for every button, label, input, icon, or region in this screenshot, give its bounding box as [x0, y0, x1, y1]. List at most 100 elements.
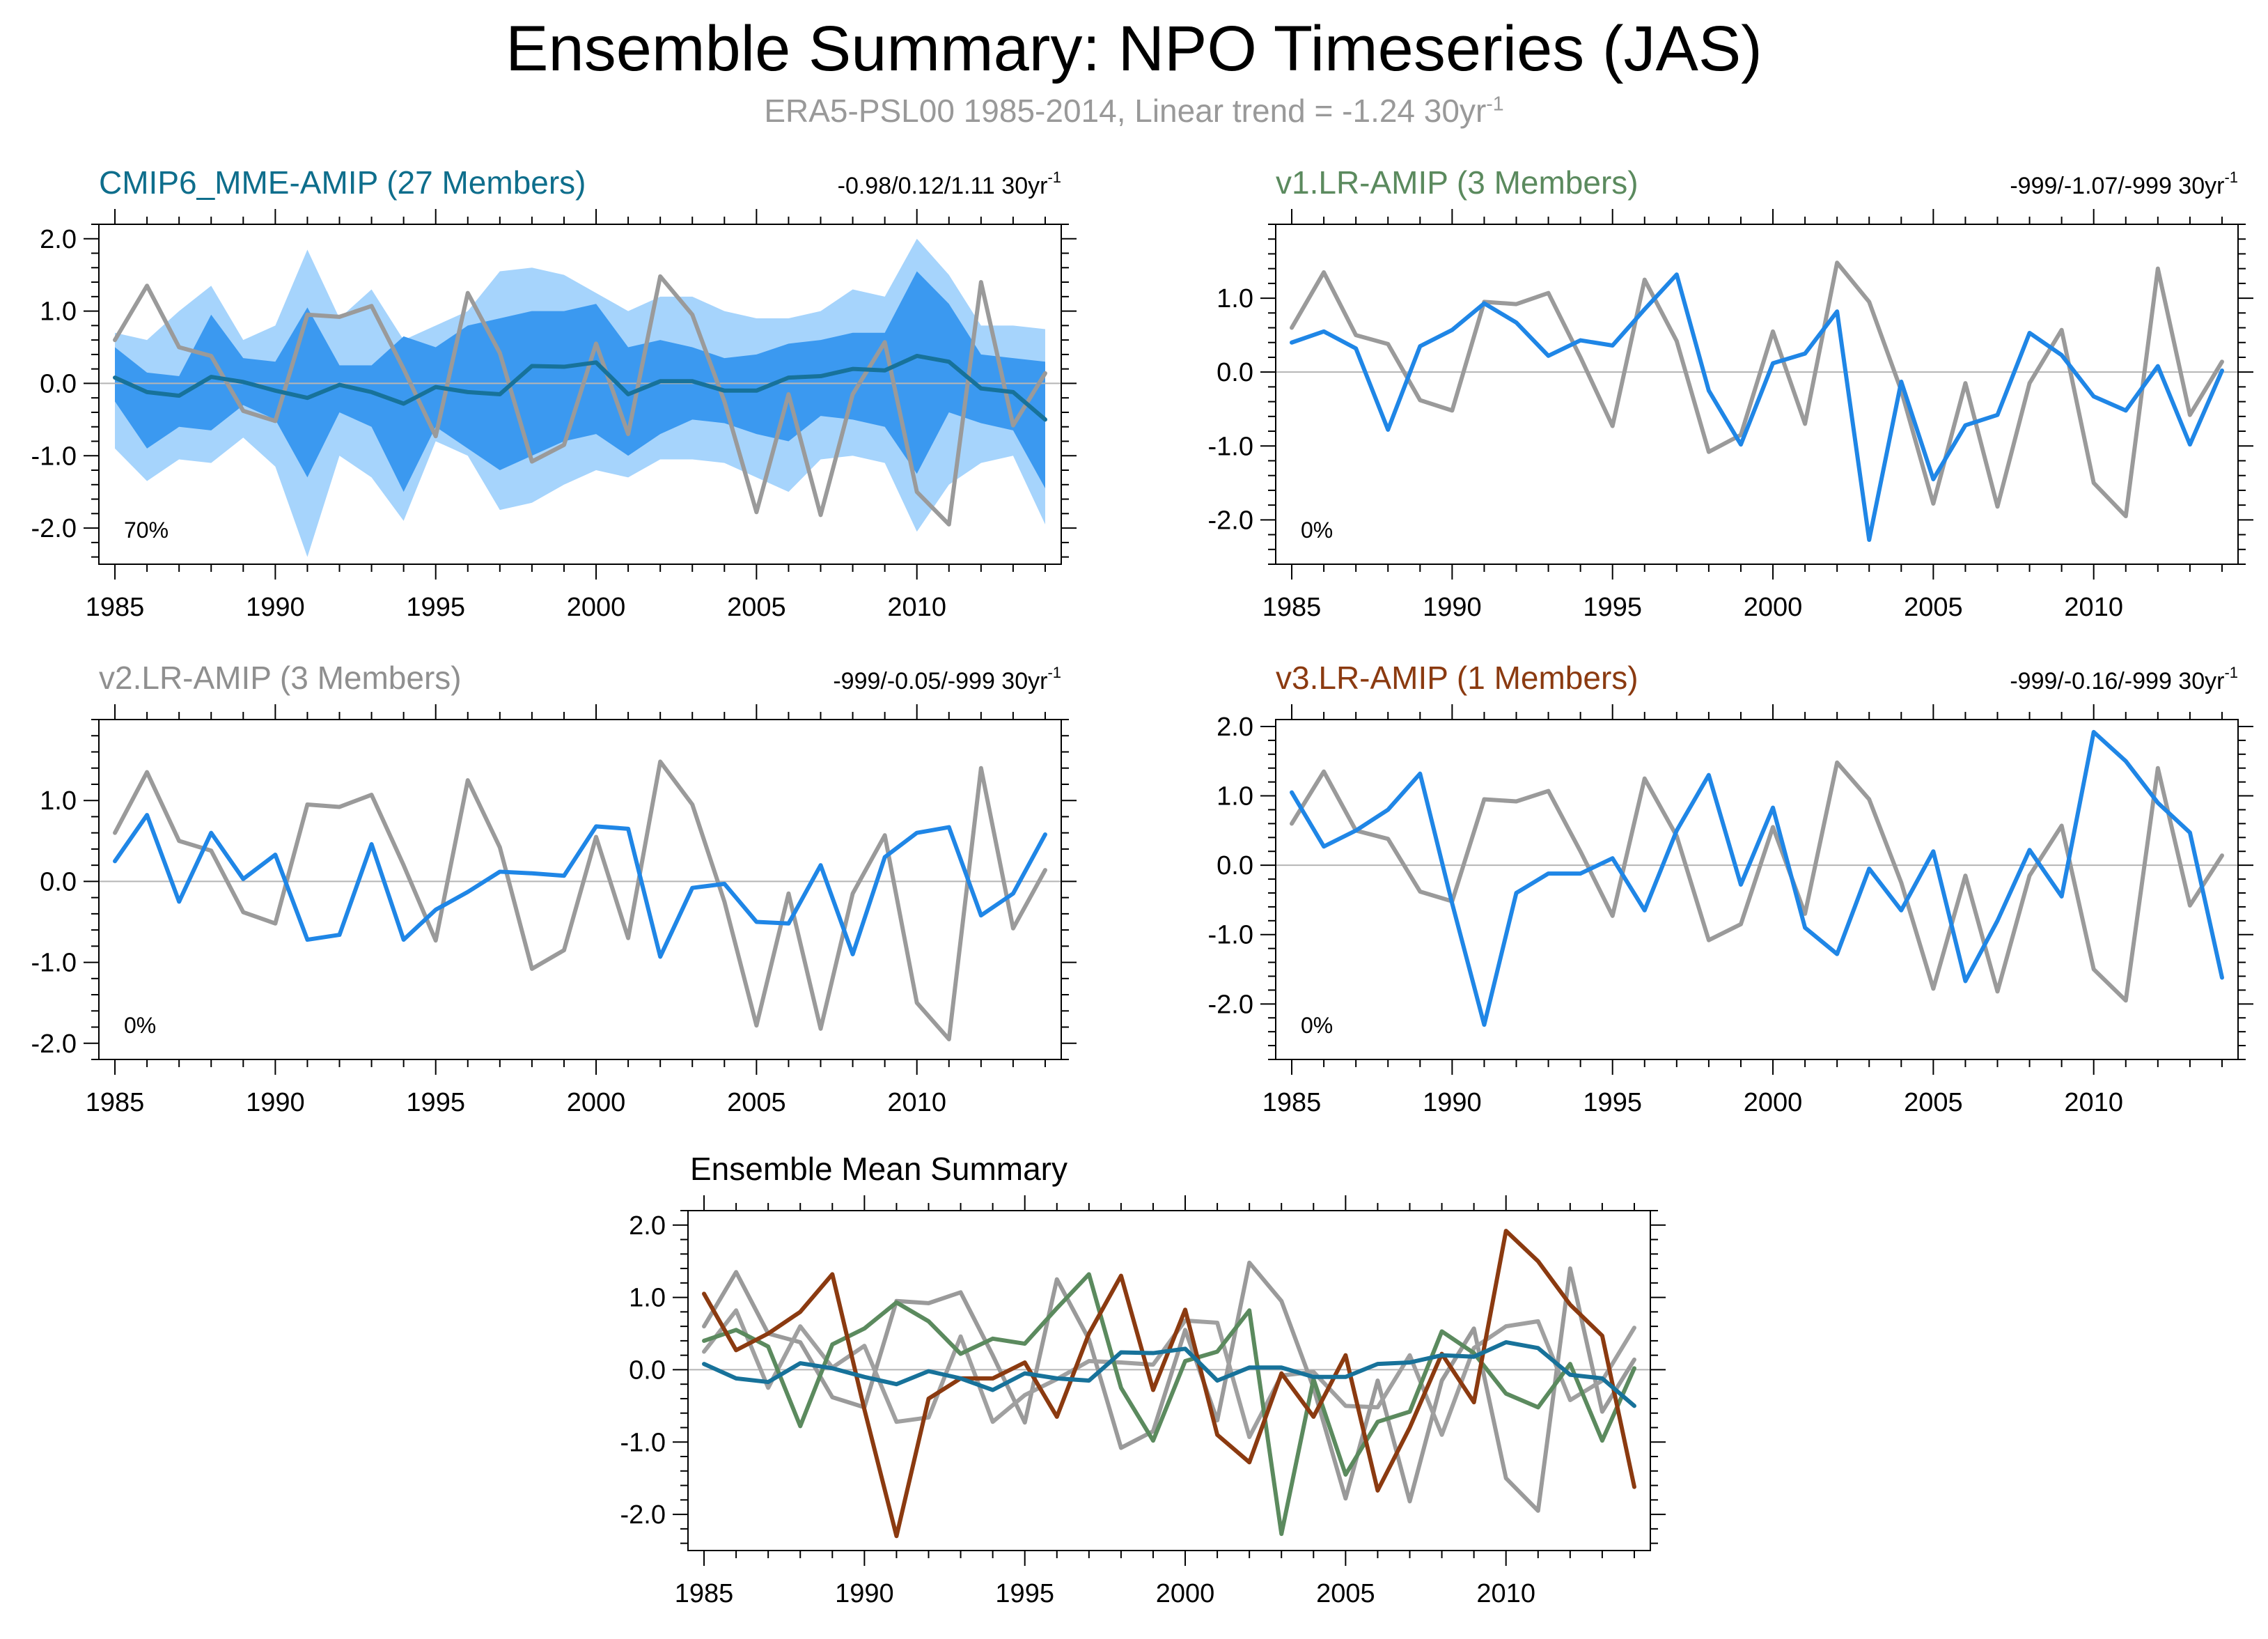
figure-subtitle: ERA5-PSL00 1985-2014, Linear trend = -1.… — [0, 92, 2268, 130]
x-tick-label: 1985 — [86, 593, 145, 622]
series-line-v2-lr-amip — [702, 1308, 1636, 1439]
subtitle-text: ERA5-PSL00 1985-2014, Linear trend = -1.… — [764, 93, 1487, 129]
y-tick-label: 2.0 — [40, 225, 77, 254]
y-tick-label: 1.0 — [1217, 782, 1253, 811]
trend-stat-exponent: -1 — [2224, 664, 2238, 681]
y-tick-label: 0.0 — [1217, 851, 1253, 880]
plot-area — [1276, 224, 2238, 564]
series-line-v2-lr-amip — [113, 813, 1047, 959]
panel-v3: 1985 1990 1995 2000 2005 2010 -2.0 -1.0 0.0 1.0 2.… — [1208, 660, 2253, 1117]
x-tick-label: 1990 — [835, 1579, 894, 1608]
x-tick-label: 2005 — [1904, 593, 1963, 622]
y-tick-label: 1.0 — [1217, 284, 1253, 313]
y-tick-label: -1.0 — [1208, 921, 1253, 950]
y-tick-label: -1.0 — [620, 1428, 666, 1457]
x-tick-label: 1995 — [406, 1088, 465, 1117]
percent-label: 0% — [1301, 518, 1333, 543]
panel-cmip6: 1985 1990 1995 2000 2005 2010 -2.0 -1.0 0.0 1.0 2.… — [31, 164, 1077, 622]
panel-title: CMIP6_MME-AMIP (27 Members) — [99, 164, 586, 201]
y-tick-label: -1.0 — [1208, 432, 1253, 461]
x-tick-label: 1985 — [1262, 593, 1322, 622]
series-line-v3-lr-amip — [1290, 729, 2224, 1027]
percent-label: 0% — [1301, 1013, 1333, 1038]
y-tick-label: -2.0 — [1208, 506, 1253, 535]
plot-frame — [98, 719, 1062, 1060]
x-tick-label: 2000 — [1744, 593, 1803, 622]
series-line-cmip6-mme-amip — [702, 1339, 1636, 1408]
x-tick-label: 1990 — [246, 1088, 305, 1117]
x-tick-label: 1995 — [1583, 593, 1642, 622]
x-tick-label: 1990 — [1423, 593, 1482, 622]
y-tick-label: 0.0 — [1217, 358, 1253, 387]
x-tick-label: 2010 — [2064, 593, 2123, 622]
y-tick-label: 1.0 — [629, 1284, 666, 1313]
x-tick-label: 2000 — [1744, 1088, 1803, 1117]
x-tick-label: 1985 — [1262, 1088, 1322, 1117]
panel-title: Ensemble Mean Summary — [690, 1151, 1067, 1187]
plot-frame — [98, 224, 1062, 565]
plot-frame — [1275, 224, 2239, 565]
x-tick-label: 2010 — [887, 593, 946, 622]
percent-label: 70% — [124, 518, 169, 543]
x-tick-label: 2005 — [1316, 1579, 1375, 1608]
trend-stat: -999/-0.05/-999 30yr-1 — [833, 664, 1061, 694]
series-line-v1-lr-amip — [702, 1272, 1636, 1537]
trend-stat: -999/-1.07/-999 30yr-1 — [2010, 169, 2238, 199]
y-tick-label: -2.0 — [31, 1030, 77, 1059]
spread-band-inner — [115, 271, 1045, 492]
subtitle-exponent: -1 — [1486, 93, 1504, 116]
x-tick-label: 1995 — [1583, 1088, 1642, 1117]
x-tick-label: 2000 — [567, 1088, 626, 1117]
panel-mean: 1985 1990 1995 2000 2005 2010 -2.0 -1.0 0.0 1.0 2.… — [620, 1151, 1666, 1608]
x-tick-label: 2005 — [727, 593, 786, 622]
x-tick-label: 1990 — [1423, 1088, 1482, 1117]
plot-frame — [687, 1210, 1651, 1551]
panel-v2: 1985 1990 1995 2000 2005 2010 -2.0 -1.0 0.0 1.0 v2… — [31, 660, 1077, 1117]
trend-stat-exponent: -1 — [1047, 664, 1061, 681]
x-tick-label: 1995 — [406, 593, 465, 622]
y-tick-label: 1.0 — [40, 297, 77, 327]
trend-stat: -999/-0.16/-999 30yr-1 — [2010, 664, 2238, 694]
trend-stat-exponent: -1 — [2224, 169, 2238, 186]
x-tick-label: 1990 — [246, 593, 305, 622]
trend-stat-exponent: -1 — [1047, 169, 1061, 186]
series-line-v1-lr-amip — [1290, 272, 2224, 542]
plot-frame — [1275, 719, 2239, 1060]
x-tick-label: 2000 — [1156, 1579, 1215, 1608]
y-tick-label: -2.0 — [1208, 990, 1253, 1019]
series-line-era5-psl00 — [1290, 760, 2224, 1003]
panel-title: v3.LR-AMIP (1 Members) — [1276, 660, 1639, 696]
x-tick-label: 2000 — [567, 593, 626, 622]
trend-stat-text: -999/-0.05/-999 30yr — [833, 668, 1047, 694]
trend-stat: -0.98/0.12/1.11 30yr-1 — [838, 169, 1061, 199]
x-tick-label: 1985 — [86, 1088, 145, 1117]
panel-title: v1.LR-AMIP (3 Members) — [1276, 164, 1639, 201]
x-tick-label: 2005 — [1904, 1088, 1963, 1117]
y-tick-label: -1.0 — [31, 949, 77, 978]
x-tick-label: 2010 — [1476, 1579, 1535, 1608]
panel-v1: 1985 1990 1995 2000 2005 2010 -2.0 -1.0 0.0 1.0 v1… — [1208, 164, 2253, 622]
series-line-era5-psl00 — [1290, 261, 2224, 519]
trend-stat-text: -0.98/0.12/1.11 30yr — [838, 173, 1048, 199]
y-tick-label: 2.0 — [629, 1211, 666, 1241]
percent-label: 0% — [124, 1013, 156, 1038]
y-tick-label: 0.0 — [40, 867, 77, 896]
y-tick-label: -2.0 — [31, 514, 77, 543]
y-tick-label: -1.0 — [31, 442, 77, 471]
x-tick-label: 2005 — [727, 1088, 786, 1117]
figure-title: Ensemble Summary: NPO Timeseries (JAS) — [506, 13, 1762, 84]
x-tick-label: 2010 — [2064, 1088, 2123, 1117]
y-tick-label: -2.0 — [620, 1500, 666, 1530]
x-tick-label: 1995 — [995, 1579, 1054, 1608]
y-tick-label: 0.0 — [40, 369, 77, 398]
y-tick-label: 1.0 — [40, 786, 77, 816]
series-line-era5-psl00 — [113, 759, 1047, 1041]
trend-stat-text: -999/-1.07/-999 30yr — [2010, 173, 2224, 199]
panel-title: v2.LR-AMIP (3 Members) — [99, 660, 462, 696]
trend-stat-text: -999/-0.16/-999 30yr — [2010, 668, 2224, 694]
y-tick-label: 2.0 — [1217, 713, 1253, 742]
x-tick-label: 1985 — [675, 1579, 734, 1608]
x-tick-label: 2010 — [887, 1088, 946, 1117]
series-line-cmip6-mme-amip-mean — [113, 353, 1047, 422]
